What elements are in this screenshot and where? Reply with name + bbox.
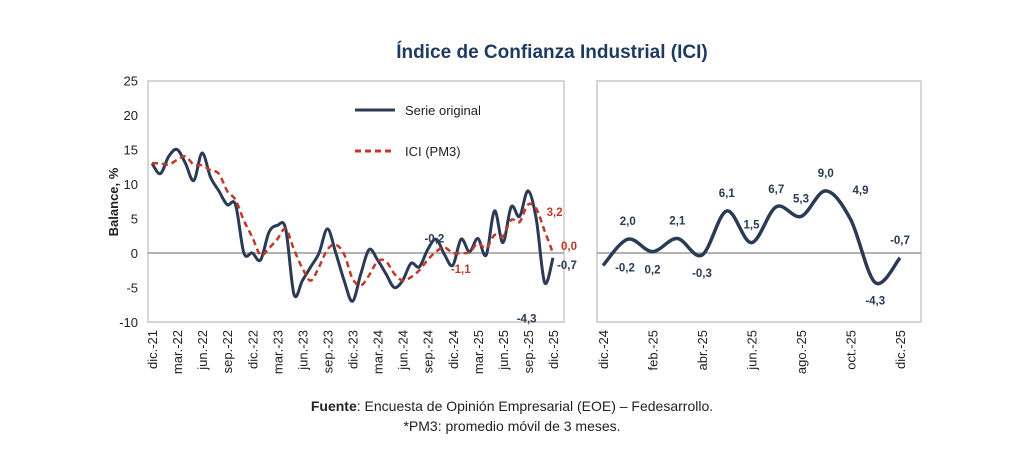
source-text: : Encuesta de Opinión Empresarial (EOE) … — [356, 398, 714, 414]
y-axis-label: Balance, % — [106, 167, 121, 236]
data-label: 0,2 — [645, 265, 661, 277]
data-label: 5,3 — [793, 193, 809, 205]
data-label: -0,2 — [424, 233, 444, 245]
x-tick-label: dic.-21 — [145, 330, 160, 369]
data-label: 4,9 — [853, 185, 869, 197]
data-label: 0,0 — [561, 241, 577, 253]
source-label: Fuente — [310, 398, 357, 414]
source-note: Fuente: Encuesta de Opinión Empresarial … — [0, 398, 1024, 414]
x-tick-label: jun.-25 — [496, 330, 511, 371]
x-tick-label: dic.-24 — [446, 330, 461, 369]
data-label: 1,5 — [744, 220, 761, 232]
data-label: 3,2 — [547, 207, 563, 219]
pm3-note: *PM3: promedio móvil de 3 meses. — [403, 418, 621, 434]
x-tick-label: dic.-22 — [245, 330, 260, 369]
data-label: 6,7 — [768, 184, 784, 196]
chart-title: Índice de Confianza Industrial (ICI) — [396, 41, 707, 63]
data-label: -4,3 — [517, 314, 537, 326]
y-tick-label: 10 — [124, 177, 138, 192]
x-tick-label: sep.-25 — [521, 330, 536, 373]
x-tick-label: ago.-25 — [794, 330, 809, 374]
y-tick-label: 25 — [124, 74, 138, 89]
x-tick-label: sep.-24 — [421, 330, 436, 373]
x-tick-label: dic.-25 — [546, 330, 561, 369]
x-tick-label: mar.-23 — [270, 330, 285, 374]
x-tick-label: jun.-23 — [295, 330, 310, 371]
x-tick-label: oct.-25 — [844, 330, 859, 370]
data-label: -0,2 — [615, 262, 635, 274]
x-tick-label: mar.-24 — [371, 330, 386, 374]
right-plot-frame — [596, 80, 922, 323]
x-tick-label: dic.-25 — [893, 330, 908, 369]
data-label: -0,3 — [692, 268, 712, 280]
data-label: -4,3 — [865, 296, 885, 308]
data-label: 2,0 — [620, 216, 636, 228]
x-tick-label: jun.-22 — [195, 330, 210, 371]
x-tick-label: dic.-24 — [596, 330, 611, 369]
data-label: -0,7 — [890, 235, 910, 247]
y-tick-label: 15 — [124, 143, 138, 158]
x-tick-label: abr.-25 — [695, 330, 710, 370]
data-label: 2,1 — [669, 216, 686, 228]
data-label: -0,7 — [557, 260, 577, 272]
left-plot-frame — [147, 80, 565, 323]
x-tick-label: feb.-25 — [646, 330, 661, 370]
x-tick-label: jun.-24 — [396, 330, 411, 371]
y-tick-label: -5 — [126, 281, 138, 296]
data-label: 9,0 — [818, 168, 834, 180]
x-tick-label: dic.-23 — [346, 330, 361, 369]
data-label: -1,1 — [451, 264, 471, 276]
y-tick-label: -10 — [119, 315, 138, 330]
x-tick-label: mar.-22 — [170, 330, 185, 374]
y-tick-label: 0 — [131, 246, 138, 261]
legend-label-original: Serie original — [405, 103, 481, 118]
y-tick-label: 20 — [124, 108, 138, 123]
data-label: 6,1 — [719, 188, 736, 200]
x-tick-label: mar.-25 — [471, 330, 486, 374]
x-tick-label: sep.-22 — [220, 330, 235, 373]
x-tick-label: sep.-23 — [320, 330, 335, 373]
x-tick-label: jun.-25 — [745, 330, 760, 371]
y-tick-label: 5 — [131, 212, 138, 227]
legend-label-pm3: ICI (PM3) — [405, 144, 461, 159]
